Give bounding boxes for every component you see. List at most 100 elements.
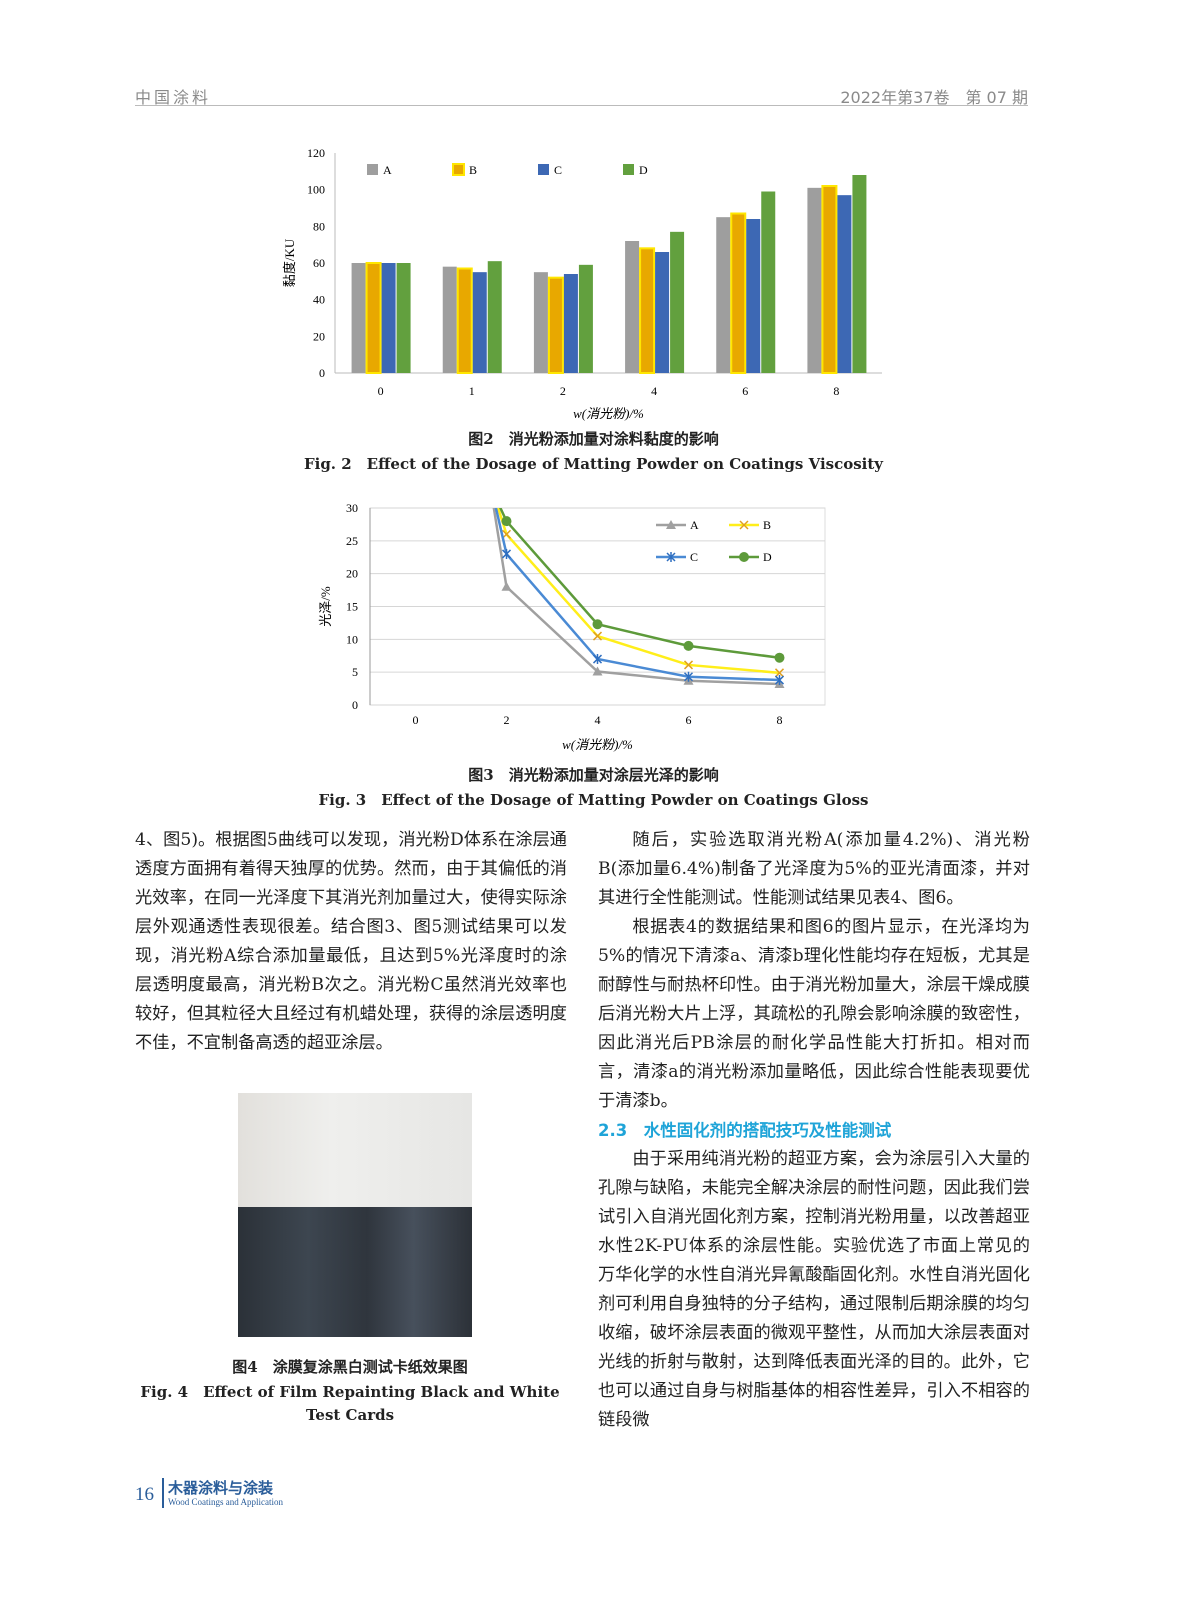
x-tick-label: 8 <box>833 384 839 398</box>
paragraph: 根据表4的数据结果和图6的图片显示，在光泽均为5%的情况下清漆a、清漆b理化性能… <box>598 917 1030 1111</box>
y-axis-label: 光泽/% <box>318 586 333 627</box>
paragraph: 随后，实验选取消光粉A(添加量4.2%)、消光粉B(添加量6.4%)制备了光泽度… <box>598 830 1030 908</box>
bar-D <box>761 191 776 373</box>
x-tick-label: 0 <box>378 384 384 398</box>
legend-marker-C <box>666 552 676 562</box>
bar-A <box>351 263 366 373</box>
test-card-photo <box>238 1093 472 1337</box>
bar-D <box>396 263 411 373</box>
bar-D <box>670 231 685 373</box>
legend-marker-B <box>739 520 749 530</box>
data-point-C <box>592 654 603 665</box>
data-point-A <box>592 666 603 676</box>
series-line-D <box>499 508 780 659</box>
issue-header: 2022年第37卷 第 07 期 <box>840 88 1028 107</box>
bar-B <box>547 276 564 375</box>
legend-swatch-C <box>538 164 549 175</box>
series-line-B <box>496 508 780 675</box>
bar-C <box>472 272 487 373</box>
journal-name-en: Wood Coatings and Application <box>168 1497 284 1507</box>
x-axis-label: w(消光粉)/% <box>562 737 633 752</box>
series-line-C <box>494 508 780 682</box>
data-point-B <box>592 631 603 641</box>
y-tick-label: 60 <box>313 256 325 270</box>
y-tick-label: 120 <box>307 146 325 160</box>
bar-B <box>365 262 382 374</box>
x-tick-label: 1 <box>469 384 475 398</box>
bar-C <box>381 263 396 373</box>
data-point-A <box>501 581 512 591</box>
left-column: 4、图5)。根据图5曲线可以发现，消光粉D体系在涂层通透度方面拥有着得天独厚的优… <box>135 826 567 1058</box>
fig4-caption-cn: 图4 涂膜复涂黑白测试卡纸效果图 <box>232 1358 468 1376</box>
data-point-D <box>774 652 785 663</box>
y-axis-label: 黏度/KU <box>282 238 297 287</box>
paragraph: 由于采用纯消光粉的超亚方案，会为涂层引入大量的孔隙与缺陷，未能完全解决涂层的耐性… <box>598 1149 1030 1430</box>
bar-B <box>821 185 838 374</box>
legend-label: A <box>383 163 392 177</box>
legend-swatch-A <box>367 164 378 175</box>
bar-A <box>533 272 548 373</box>
x-tick-label: 2 <box>504 713 510 727</box>
bar-C <box>563 274 578 373</box>
journal-header: 中国涂料 <box>135 88 212 107</box>
y-tick-label: 5 <box>352 665 358 679</box>
black-card-area <box>238 1207 472 1337</box>
data-point-B <box>774 668 785 678</box>
y-tick-label: 15 <box>346 600 358 614</box>
legend-label: D <box>639 163 648 177</box>
fig2-caption-en: Fig. 2 Effect of the Dosage of Matting P… <box>303 455 884 473</box>
y-tick-label: 100 <box>307 183 325 197</box>
right-column: 随后，实验选取消光粉A(添加量4.2%)、消光粉B(添加量6.4%)制备了光泽度… <box>598 826 1030 1435</box>
bar-A <box>716 217 731 373</box>
bar-A <box>625 241 640 373</box>
data-point-C <box>683 671 694 682</box>
viscosity-bar-chart: 0 20 40 60 80 100 120 0 1 2 4 6 8 A B C D 黏度/KU w(消光粉)/% <box>282 146 882 421</box>
fig3-caption-en: Fig. 3 Effect of the Dosage of Matting P… <box>318 791 869 809</box>
x-tick-label: 6 <box>742 384 748 398</box>
x-tick-label: 0 <box>413 713 419 727</box>
section-heading: 2.3 水性固化剂的搭配技巧及性能测试 <box>598 1121 892 1140</box>
y-tick-label: 20 <box>346 567 358 581</box>
legend-label: D <box>763 550 772 564</box>
bar-A <box>442 266 457 373</box>
series-line-A <box>492 508 780 686</box>
fig4-caption-en: Fig. 4 Effect of Film Repainting Black a… <box>140 1383 560 1424</box>
fig3-caption-cn: 图3 消光粉添加量对涂层光泽的影响 <box>468 766 719 784</box>
gloss-line-chart: 0 5 10 15 20 25 30 0 2 4 6 8 A B C D 光泽/% w(消光粉)/% <box>318 501 826 752</box>
x-tick-label: 2 <box>560 384 566 398</box>
data-point-C <box>501 548 512 559</box>
y-tick-label: 0 <box>352 698 358 712</box>
x-tick-label: 4 <box>595 713 601 727</box>
data-point-D <box>683 640 694 651</box>
data-point-D <box>501 516 512 527</box>
y-tick-label: 80 <box>313 219 325 233</box>
data-point-D <box>592 619 603 630</box>
page-number: 16 <box>135 1484 154 1505</box>
bar-B <box>639 247 656 374</box>
y-tick-label: 20 <box>313 329 325 343</box>
journal-name-cn: 木器涂料与涂装 <box>168 1479 274 1497</box>
legend-label: B <box>763 518 771 532</box>
paragraph: 4、图5)。根据图5曲线可以发现，消光粉D体系在涂层通透度方面拥有着得天独厚的优… <box>135 830 567 1053</box>
header-rule <box>135 105 1028 106</box>
bar-B <box>456 267 473 374</box>
data-point-B <box>683 660 694 670</box>
y-tick-label: 0 <box>319 366 325 380</box>
bar-D <box>487 261 502 373</box>
x-tick-label: 6 <box>686 713 692 727</box>
y-tick-label: 10 <box>346 632 358 646</box>
legend-label: C <box>554 163 562 177</box>
legend-swatch-D <box>623 164 634 175</box>
x-tick-label: 8 <box>777 713 783 727</box>
bar-C <box>655 252 670 373</box>
y-tick-label: 40 <box>313 293 325 307</box>
footer-divider <box>162 1478 164 1508</box>
legend-marker-A <box>666 520 676 529</box>
legend-swatch-B <box>452 163 465 176</box>
bar-D <box>852 175 867 373</box>
y-tick-label: 25 <box>346 534 358 548</box>
x-axis-label: w(消光粉)/% <box>573 406 644 421</box>
bar-D <box>578 264 593 373</box>
fig2-caption-cn: 图2 消光粉添加量对涂料黏度的影响 <box>468 430 719 448</box>
